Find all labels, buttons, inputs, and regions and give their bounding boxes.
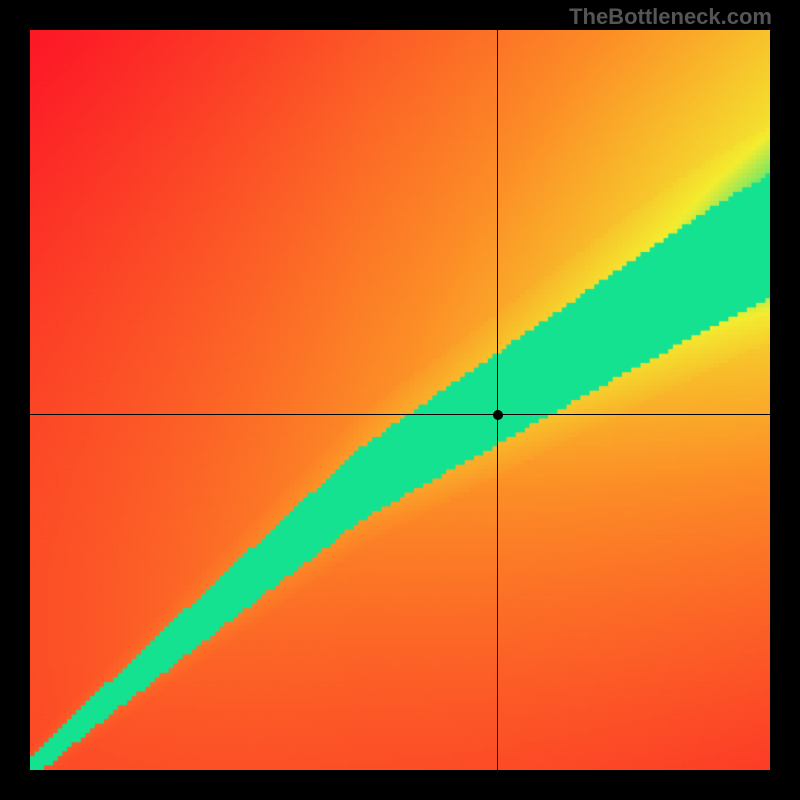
heatmap-plot: [30, 30, 770, 770]
watermark-text: TheBottleneck.com: [569, 4, 772, 30]
heatmap-canvas: [30, 30, 770, 770]
chart-frame: TheBottleneck.com: [0, 0, 800, 800]
crosshair-vertical: [497, 30, 498, 770]
crosshair-horizontal: [30, 414, 770, 415]
crosshair-dot: [493, 410, 503, 420]
